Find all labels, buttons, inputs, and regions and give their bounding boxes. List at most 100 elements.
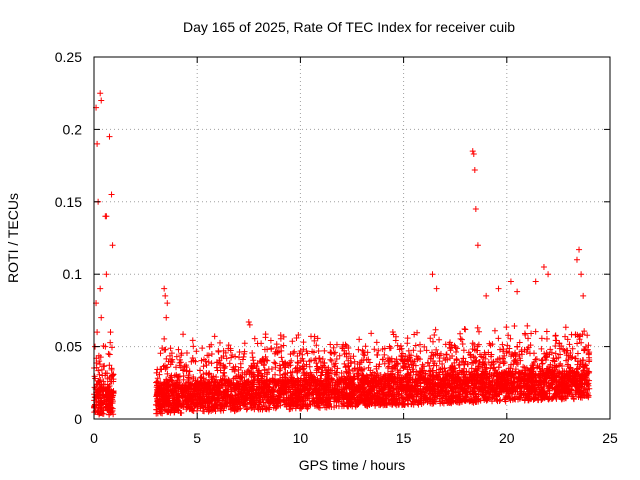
data-point bbox=[448, 362, 455, 369]
data-point bbox=[361, 352, 368, 359]
data-point bbox=[164, 370, 171, 377]
data-point bbox=[516, 376, 523, 383]
data-point bbox=[456, 395, 463, 402]
data-point bbox=[494, 392, 501, 399]
data-point bbox=[308, 373, 315, 380]
data-point bbox=[493, 373, 500, 380]
data-point bbox=[207, 403, 214, 410]
data-point bbox=[413, 353, 420, 360]
data-point bbox=[427, 396, 434, 403]
data-point bbox=[168, 350, 175, 357]
data-point bbox=[439, 399, 446, 406]
data-point bbox=[359, 347, 366, 354]
data-point bbox=[471, 374, 478, 381]
data-point bbox=[357, 397, 364, 404]
data-point bbox=[205, 371, 212, 378]
data-point bbox=[504, 342, 511, 349]
data-point bbox=[573, 370, 580, 377]
data-point bbox=[486, 340, 493, 347]
data-point bbox=[387, 373, 394, 380]
data-point bbox=[398, 345, 405, 352]
data-point bbox=[443, 351, 450, 358]
data-point bbox=[491, 327, 498, 334]
data-point bbox=[96, 378, 103, 385]
data-point bbox=[168, 402, 175, 409]
data-point bbox=[460, 347, 467, 354]
data-point bbox=[108, 344, 115, 351]
data-point bbox=[445, 388, 452, 395]
data-point bbox=[553, 383, 560, 390]
data-point bbox=[200, 403, 207, 410]
data-point bbox=[218, 381, 225, 388]
data-point bbox=[404, 335, 411, 342]
data-point bbox=[105, 386, 112, 393]
data-point bbox=[221, 382, 228, 389]
data-point bbox=[406, 394, 413, 401]
data-point bbox=[93, 364, 100, 371]
data-point bbox=[311, 402, 318, 409]
data-point bbox=[479, 390, 486, 397]
data-point bbox=[550, 375, 557, 382]
data-point bbox=[531, 350, 538, 357]
data-point bbox=[470, 359, 477, 366]
data-point bbox=[441, 381, 448, 388]
data-point bbox=[500, 356, 507, 363]
data-point bbox=[456, 367, 463, 374]
data-point bbox=[173, 371, 180, 378]
data-point bbox=[530, 383, 537, 390]
data-point bbox=[288, 393, 295, 400]
data-point bbox=[385, 386, 392, 393]
data-point bbox=[100, 392, 107, 399]
data-point bbox=[173, 353, 180, 360]
data-point bbox=[246, 393, 253, 400]
data-point bbox=[175, 407, 182, 414]
data-point bbox=[264, 389, 271, 396]
data-point bbox=[104, 375, 111, 382]
data-point bbox=[359, 371, 366, 378]
data-point bbox=[552, 350, 559, 357]
data-point bbox=[185, 397, 192, 404]
data-point bbox=[474, 347, 481, 354]
data-point bbox=[188, 406, 195, 413]
data-point bbox=[579, 380, 586, 387]
data-point bbox=[237, 391, 244, 398]
data-point bbox=[306, 382, 313, 389]
data-point bbox=[566, 341, 573, 348]
data-point bbox=[232, 353, 239, 360]
data-point bbox=[554, 368, 561, 375]
data-point bbox=[297, 401, 304, 408]
data-point bbox=[364, 381, 371, 388]
data-point bbox=[502, 398, 509, 405]
data-point bbox=[289, 384, 296, 391]
data-point bbox=[495, 364, 502, 371]
data-point bbox=[209, 394, 216, 401]
data-point bbox=[102, 372, 109, 379]
data-point bbox=[503, 383, 510, 390]
data-point bbox=[300, 396, 307, 403]
data-point bbox=[422, 370, 429, 377]
data-point bbox=[100, 363, 107, 370]
x-tick-label: 25 bbox=[602, 430, 618, 446]
data-point bbox=[246, 321, 253, 328]
data-point bbox=[503, 388, 510, 395]
data-point bbox=[582, 343, 589, 350]
data-point bbox=[429, 338, 436, 345]
data-point bbox=[380, 395, 387, 402]
data-point bbox=[377, 378, 384, 385]
data-point bbox=[163, 314, 170, 321]
data-point bbox=[544, 393, 551, 400]
data-point bbox=[267, 378, 274, 385]
data-point bbox=[167, 361, 174, 368]
data-point bbox=[153, 369, 160, 376]
data-point bbox=[171, 372, 178, 379]
data-point bbox=[94, 393, 101, 400]
data-point bbox=[108, 393, 115, 400]
data-point bbox=[109, 372, 116, 379]
data-point bbox=[408, 388, 415, 395]
data-point bbox=[509, 371, 516, 378]
data-point bbox=[255, 381, 262, 388]
data-point bbox=[256, 394, 263, 401]
data-point bbox=[351, 396, 358, 403]
data-point bbox=[427, 367, 434, 374]
